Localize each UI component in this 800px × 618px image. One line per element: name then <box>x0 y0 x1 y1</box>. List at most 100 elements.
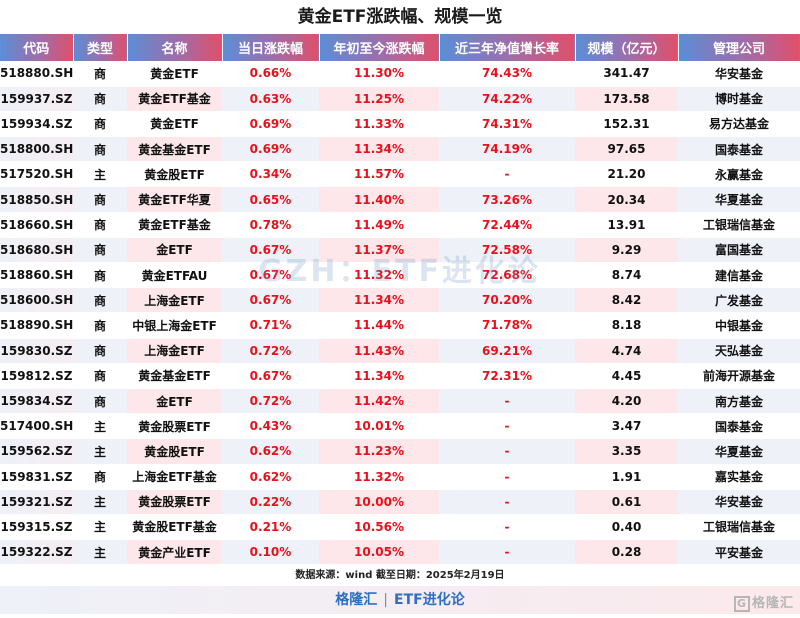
page-title: 黄金ETF涨跌幅、规模一览 <box>297 7 503 27</box>
row-code: 159937.SZ <box>0 86 73 112</box>
row-type: 主 <box>73 438 127 465</box>
row-type: 主 <box>73 489 127 515</box>
row-daily-change: 0.63% <box>222 86 319 112</box>
row-three-year-growth: - <box>439 438 575 465</box>
row-three-year-growth: 72.68% <box>439 262 575 289</box>
row-code: 518890.SH <box>0 312 73 339</box>
row-three-year-growth: 73.26% <box>439 186 575 213</box>
table-row: 518860.SH 商黄金ETFAU 0.67% 11.32% 72.68% 8.74 建信… <box>0 262 800 289</box>
row-three-year-growth: 71.78% <box>439 312 575 339</box>
row-three-year-growth: 69.21% <box>439 338 575 364</box>
row-three-year-growth: 74.31% <box>439 111 575 138</box>
row-type: 商 <box>73 86 127 112</box>
row-code: 159812.SZ <box>0 363 73 389</box>
row-ytd-change: 11.37% <box>319 237 439 264</box>
row-manager: 平安基金 <box>678 539 800 566</box>
table-row: 159812.SZ 商黄金基金ETF 0.67% 11.34% 72.31% 4.45 前海… <box>0 363 800 389</box>
row-size: 0.28 <box>575 539 678 566</box>
row-type: 商 <box>73 61 127 87</box>
col-header-manager: 管理公司 <box>678 34 800 61</box>
row-name: 黄金股票ETF <box>127 413 222 440</box>
row-name: 黄金ETF华夏 <box>127 186 222 213</box>
row-size: 20.34 <box>575 186 678 213</box>
row-name: 黄金基金ETF <box>127 136 222 163</box>
row-code: 517400.SH <box>0 413 73 440</box>
row-type: 主 <box>73 539 127 566</box>
row-manager: 博时基金 <box>678 86 800 112</box>
row-manager: 华安基金 <box>678 61 800 87</box>
table-row: 159322.SZ 主黄金产业ETF 0.10% 10.05% -0.28 平安基金 <box>0 539 800 566</box>
row-type: 主 <box>73 161 127 188</box>
row-daily-change: 0.67% <box>222 237 319 264</box>
row-three-year-growth: - <box>439 464 575 490</box>
row-name: 黄金股ETF基金 <box>127 514 222 541</box>
row-type: 商 <box>73 136 127 163</box>
row-daily-change: 0.78% <box>222 212 319 238</box>
table-row: 518800.SH 商黄金基金ETF 0.69% 11.34% 74.19% 97.65 国… <box>0 136 800 163</box>
row-ytd-change: 11.30% <box>319 61 439 87</box>
table-row: 518600.SH 商上海金ETF 0.67% 11.34% 70.20% 8.42 广发基… <box>0 287 800 314</box>
footer-bar: 格隆汇 | ETF进化论 G 格隆汇 <box>0 586 800 615</box>
row-ytd-change: 10.05% <box>319 539 439 566</box>
row-ytd-change: 11.42% <box>319 388 439 415</box>
row-three-year-growth: 72.44% <box>439 212 575 238</box>
row-code: 159830.SZ <box>0 338 73 364</box>
row-name: 黄金ETF <box>127 61 222 87</box>
row-three-year-growth: - <box>439 489 575 515</box>
row-ytd-change: 11.23% <box>319 438 439 465</box>
row-daily-change: 0.69% <box>222 136 319 163</box>
row-ytd-change: 10.56% <box>319 514 439 541</box>
row-size: 4.74 <box>575 338 678 364</box>
row-three-year-growth: - <box>439 514 575 541</box>
row-code: 159831.SZ <box>0 464 73 490</box>
row-code: 159321.SZ <box>0 489 73 515</box>
row-ytd-change: 11.34% <box>319 136 439 163</box>
table-row: 159934.SZ 商黄金ETF 0.69% 11.33% 74.31% 152.31 易方… <box>0 111 800 138</box>
footer-brand: 格隆汇 <box>335 592 378 609</box>
row-daily-change: 0.10% <box>222 539 319 566</box>
row-daily-change: 0.21% <box>222 514 319 541</box>
row-code: 518680.SH <box>0 237 73 264</box>
row-size: 8.42 <box>575 287 678 314</box>
row-type: 商 <box>73 388 127 415</box>
row-size: 152.31 <box>575 111 678 138</box>
row-manager: 国泰基金 <box>678 413 800 440</box>
row-code: 159934.SZ <box>0 111 73 138</box>
row-name: 黄金基金ETF <box>127 363 222 389</box>
col-header-code: 代码 <box>0 34 74 61</box>
row-code: 159834.SZ <box>0 388 73 415</box>
row-type: 商 <box>73 262 127 289</box>
row-manager: 工银瑞信基金 <box>678 212 800 238</box>
row-name: 黄金产业ETF <box>127 539 222 566</box>
row-manager: 中银基金 <box>678 312 800 339</box>
row-name: 黄金ETF基金 <box>127 212 222 238</box>
col-header-size: 规模（亿元） <box>575 34 679 61</box>
row-daily-change: 0.62% <box>222 464 319 490</box>
row-manager: 华夏基金 <box>678 438 800 465</box>
row-daily-change: 0.67% <box>222 287 319 314</box>
table-row: 518890.SH 商中银上海金ETF 0.71% 11.44% 71.78% 8.18 中… <box>0 312 800 339</box>
row-three-year-growth: 74.22% <box>439 86 575 112</box>
row-name: 金ETF <box>127 237 222 264</box>
row-size: 3.35 <box>575 438 678 465</box>
footer-separator: | <box>383 592 389 609</box>
row-type: 商 <box>73 111 127 138</box>
row-name: 上海金ETF基金 <box>127 464 222 490</box>
row-ytd-change: 11.32% <box>319 464 439 490</box>
row-manager: 嘉实基金 <box>678 464 800 490</box>
row-three-year-growth: 74.19% <box>439 136 575 163</box>
row-name: 金ETF <box>127 388 222 415</box>
row-manager: 南方基金 <box>678 388 800 415</box>
table-row: 159321.SZ 主黄金股票ETF 0.22% 10.00% -0.61 华安基金 <box>0 489 800 515</box>
table-row: 159834.SZ 商金ETF 0.72% 11.42% -4.20 南方基金 <box>0 388 800 415</box>
row-code: 518800.SH <box>0 136 73 163</box>
table-row: 159830.SZ 商上海金ETF 0.72% 11.43% 69.21% 4.74 天弘基… <box>0 338 800 364</box>
row-three-year-growth: - <box>439 539 575 566</box>
row-type: 商 <box>73 464 127 490</box>
row-type: 主 <box>73 514 127 541</box>
row-manager: 国泰基金 <box>678 136 800 163</box>
row-code: 518660.SH <box>0 212 73 238</box>
g-logo-icon: G <box>733 595 750 612</box>
row-code: 518880.SH <box>0 61 73 87</box>
row-size: 21.20 <box>575 161 678 188</box>
